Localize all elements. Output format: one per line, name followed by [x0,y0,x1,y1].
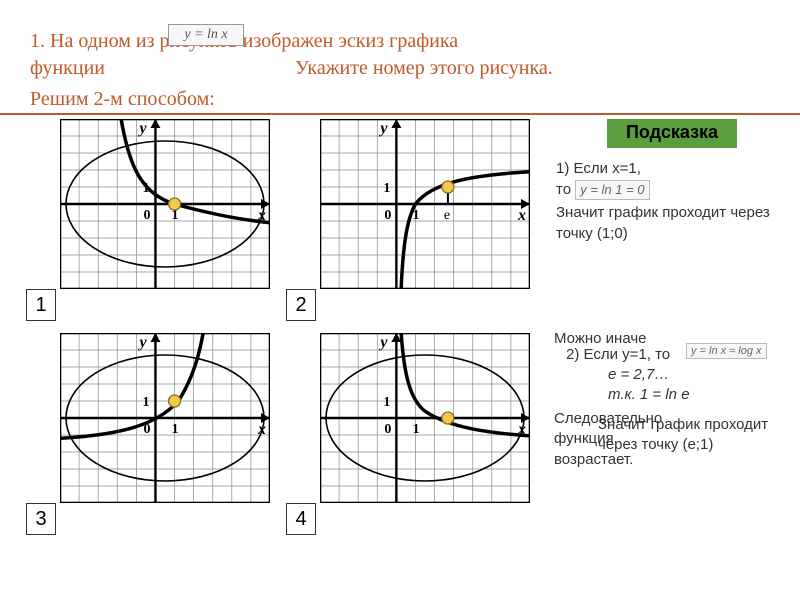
svg-text:y: y [137,120,147,137]
hint-column: Подсказка 1) Если x=1, то y = ln 1 = 0 З… [546,119,792,543]
svg-text:1: 1 [142,395,149,410]
graph-number-2[interactable]: 2 [286,289,316,321]
svg-text:0: 0 [384,208,391,223]
hint-paragraph-4b: Значит график проходит через точку (e;1) [594,415,774,456]
graph-2: xy011e [320,119,530,289]
graph-cell-4: xy0114 [286,333,546,543]
graph-cell-1: xy0111 [26,119,286,329]
svg-text:1: 1 [383,181,390,196]
content-row: xy0111xy011e2xy0113xy0114 Подсказка 1) Е… [0,115,800,543]
formula-ln1: y = ln 1 = 0 [575,180,649,200]
hint-button[interactable]: Подсказка [607,119,737,148]
hint-paragraph-1: 1) Если x=1, то y = ln 1 = 0 [552,158,792,200]
svg-text:e: e [444,208,450,223]
svg-text:1: 1 [172,422,179,437]
svg-text:y: y [378,120,388,137]
svg-text:0: 0 [143,208,150,223]
hint-formula-lne: т.к. 1 = ln e [604,385,694,405]
subtitle: Решим 2-м способом: [0,88,800,111]
title-block: y = ln x 1. На одном из рисунков изображ… [0,0,800,88]
graph-3: xy011 [60,333,270,503]
title-line-1: 1. На одном из рисунков изображен эскиз … [30,28,770,55]
graph-cell-3: xy0113 [26,333,286,543]
svg-text:y: y [137,334,147,351]
svg-text:1: 1 [412,422,419,437]
svg-text:y: y [378,334,388,351]
svg-text:1: 1 [383,395,390,410]
title-formula-box: y = ln x [168,24,244,46]
graph-1: xy011 [60,119,270,289]
svg-text:x: x [517,207,526,224]
svg-text:0: 0 [384,422,391,437]
graph-cell-2: xy011e2 [286,119,546,329]
graph-number-4[interactable]: 4 [286,503,316,535]
svg-text:x: x [257,421,266,438]
title-line-2: функции Укажите номер этого рисунка. [30,55,770,82]
graph-4: xy011 [320,333,530,503]
hint-overlap-b: 2) Если y=1, то [562,345,674,365]
graphs-grid: xy0111xy011e2xy0113xy0114 [26,119,546,543]
formula-log: y = ln x ≈ log x [686,343,767,360]
graph-number-1[interactable]: 1 [26,289,56,321]
hint-formula-e: e = 2,7… [604,365,673,385]
hint-paragraph-2: Значит график проходит через точку (1;0) [552,202,792,244]
graph-number-3[interactable]: 3 [26,503,56,535]
